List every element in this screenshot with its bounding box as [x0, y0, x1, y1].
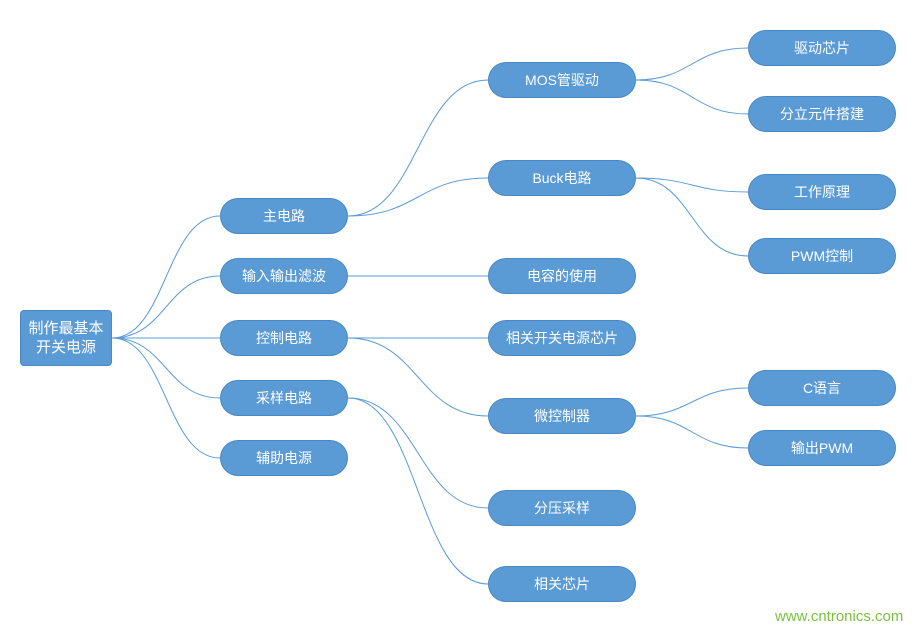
node-root: 制作最基本 开关电源 — [20, 310, 112, 366]
node-working-principle: 工作原理 — [748, 174, 896, 210]
edge — [112, 276, 220, 338]
edge — [636, 388, 748, 416]
label: 主电路 — [263, 207, 305, 225]
node-control-circuit: 控制电路 — [220, 320, 348, 356]
node-related-chip: 相关芯片 — [488, 566, 636, 602]
node-io-filter: 输入输出滤波 — [220, 258, 348, 294]
node-mcu: 微控制器 — [488, 398, 636, 434]
label: 分压采样 — [534, 499, 590, 517]
edge — [348, 398, 488, 508]
watermark: www.cntronics.com — [775, 608, 903, 625]
node-c-language: C语言 — [748, 370, 896, 406]
node-sample-circuit: 采样电路 — [220, 380, 348, 416]
edge — [636, 416, 748, 448]
node-switch-chip: 相关开关电源芯片 — [488, 320, 636, 356]
node-buck: Buck电路 — [488, 160, 636, 196]
label: 微控制器 — [534, 407, 590, 425]
edge-layer — [0, 0, 923, 629]
node-mos-drive: MOS管驱动 — [488, 62, 636, 98]
label: 驱动芯片 — [794, 39, 850, 57]
node-aux-power: 辅助电源 — [220, 440, 348, 476]
label: 输出PWM — [791, 439, 853, 457]
node-main-circuit: 主电路 — [220, 198, 348, 234]
node-output-pwm: 输出PWM — [748, 430, 896, 466]
label: 工作原理 — [794, 183, 850, 201]
node-cap-usage: 电容的使用 — [488, 258, 636, 294]
node-pwm-control: PWM控制 — [748, 238, 896, 274]
node-divider-sample: 分压采样 — [488, 490, 636, 526]
label: Buck电路 — [532, 169, 591, 187]
label: 相关开关电源芯片 — [506, 329, 618, 347]
node-root-label: 制作最基本 开关电源 — [28, 319, 103, 358]
edge — [348, 80, 488, 216]
watermark-text: www.cntronics.com — [775, 608, 903, 625]
label: 控制电路 — [256, 329, 312, 347]
edge — [112, 338, 220, 398]
label: 采样电路 — [256, 389, 312, 407]
label: 相关芯片 — [534, 575, 590, 593]
label: 分立元件搭建 — [780, 105, 864, 123]
edge — [348, 338, 488, 416]
label: C语言 — [803, 379, 841, 397]
label: PWM控制 — [791, 247, 853, 265]
edge — [636, 80, 748, 114]
node-discrete-build: 分立元件搭建 — [748, 96, 896, 132]
edge — [636, 178, 748, 192]
label: 电容的使用 — [527, 267, 597, 285]
label: MOS管驱动 — [525, 71, 599, 89]
edge — [636, 178, 748, 256]
label: 辅助电源 — [256, 449, 312, 467]
edge — [348, 178, 488, 216]
edge — [636, 48, 748, 80]
node-driver-chip: 驱动芯片 — [748, 30, 896, 66]
edge — [112, 338, 220, 458]
edge — [112, 216, 220, 338]
edge — [348, 398, 488, 584]
label: 输入输出滤波 — [242, 267, 326, 285]
